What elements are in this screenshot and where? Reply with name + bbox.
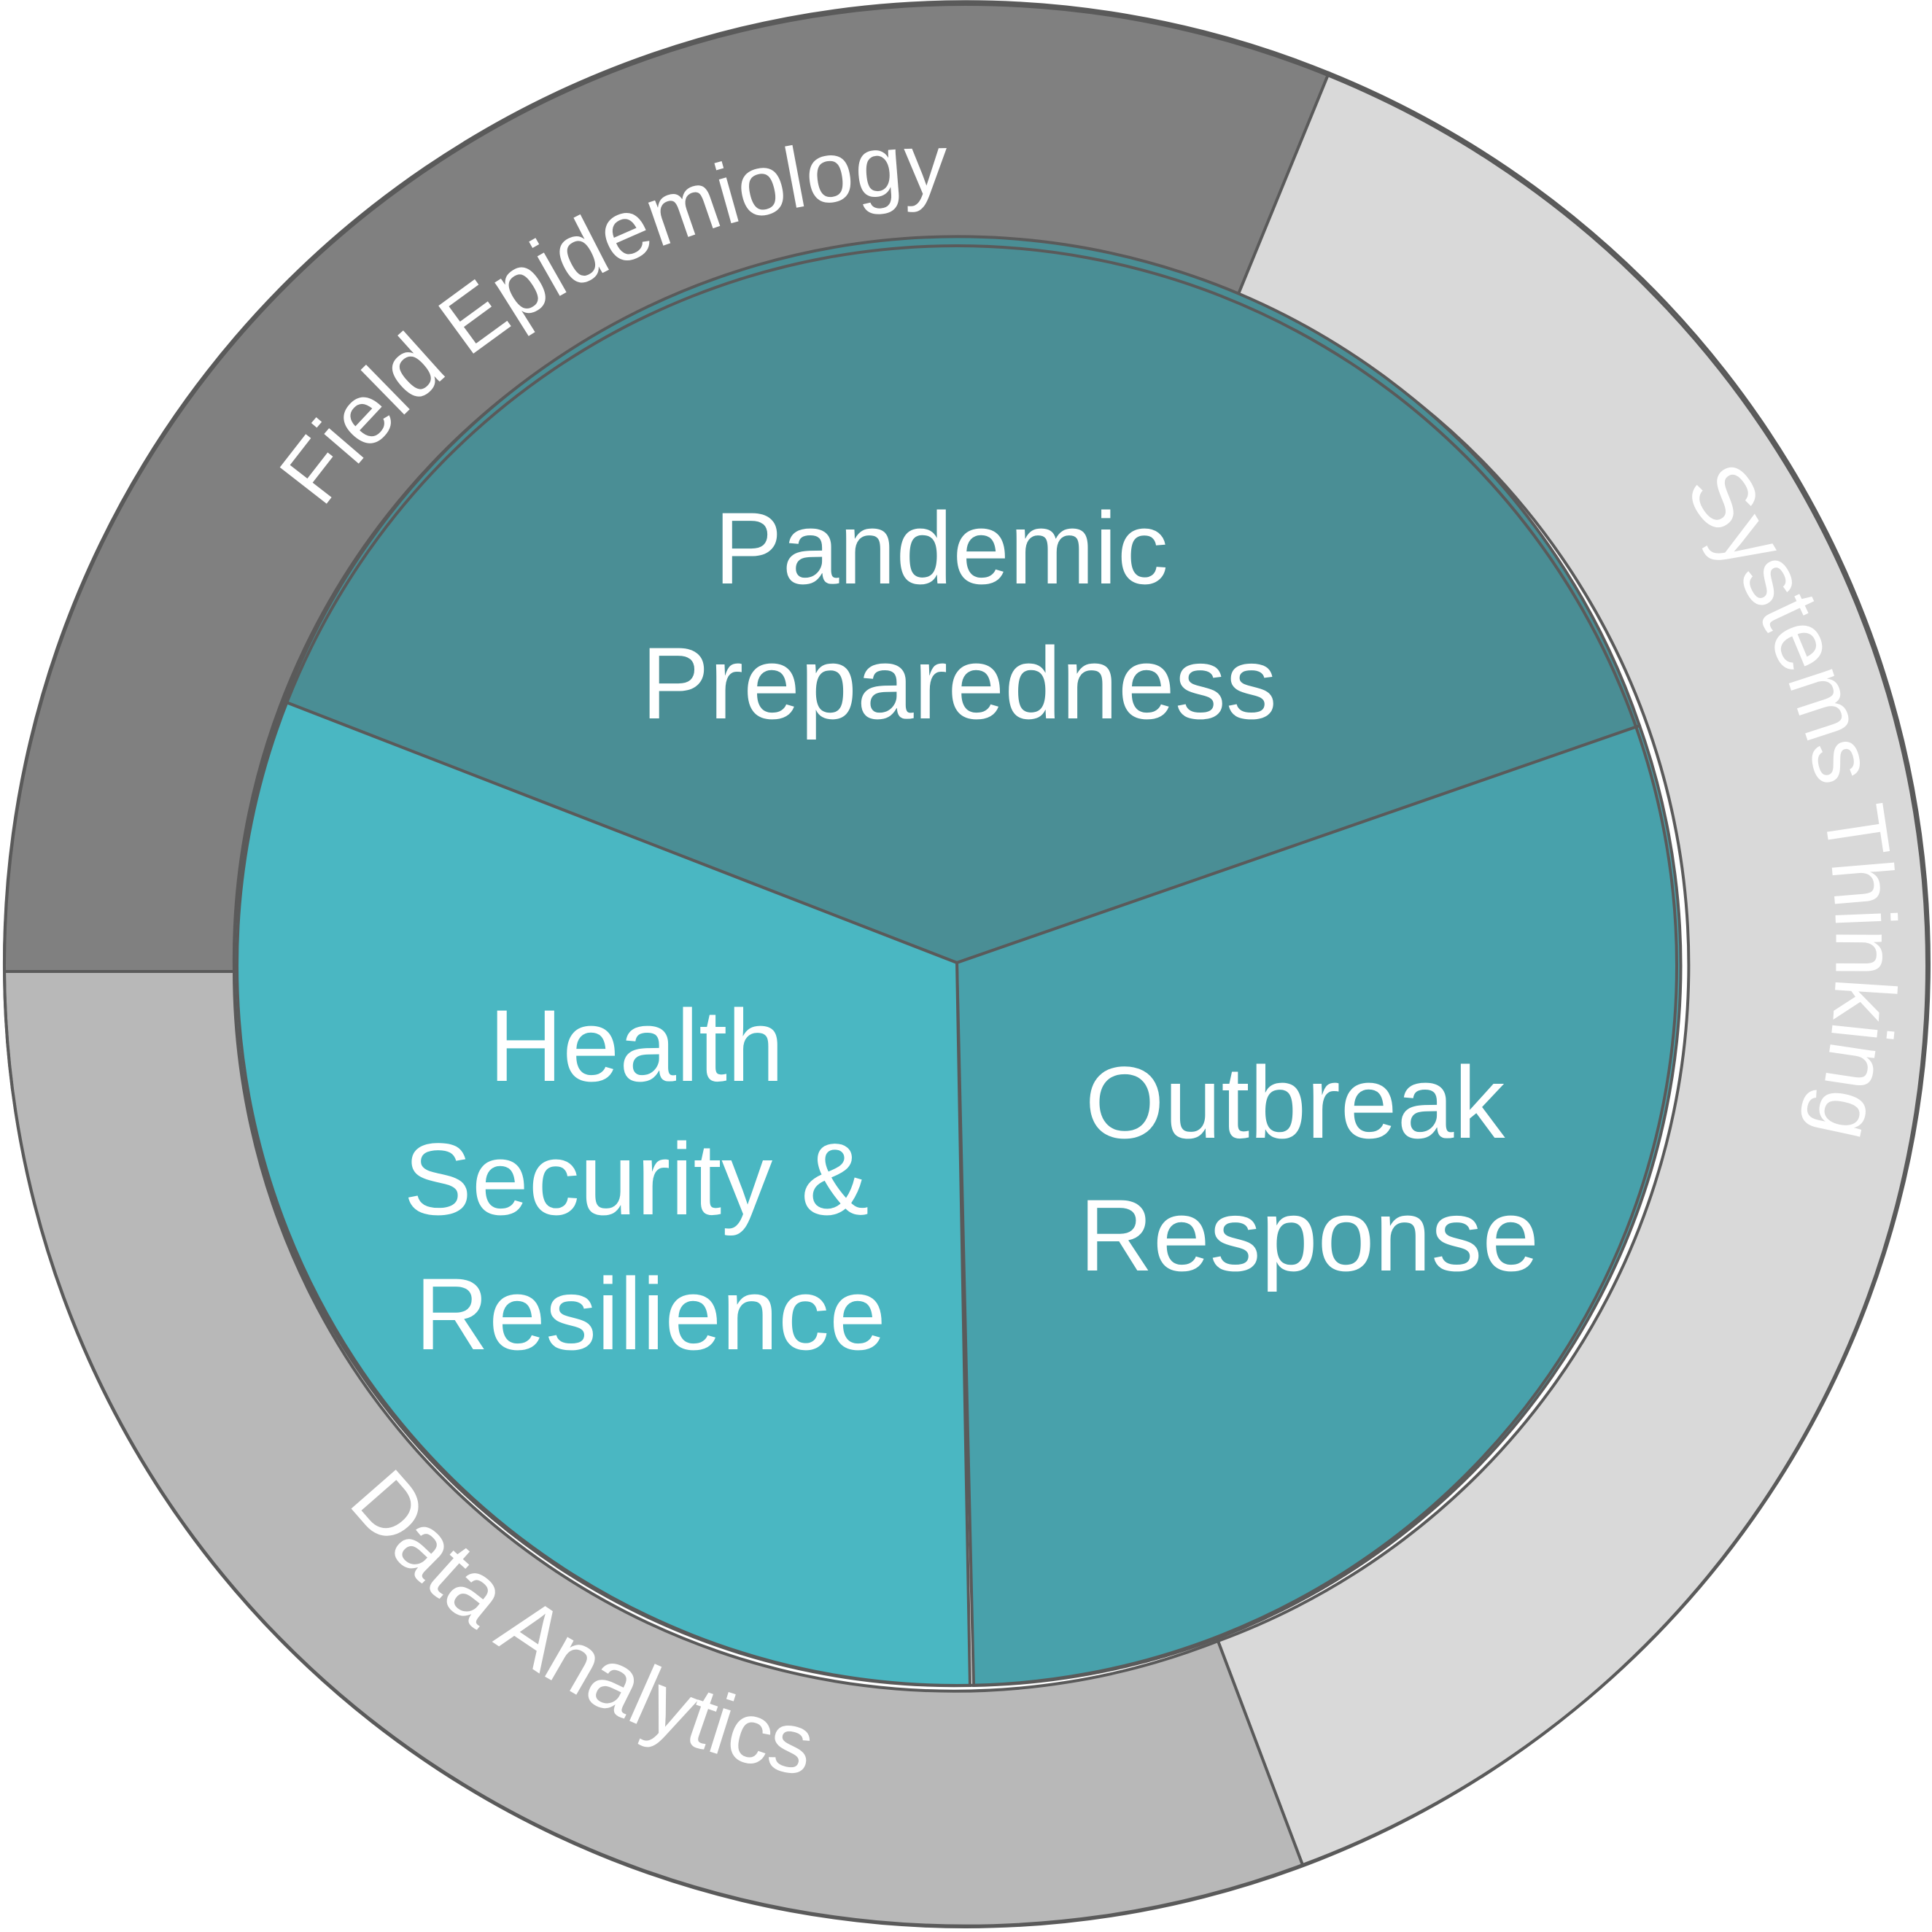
- outer-ring-border: [3, 3, 1928, 1928]
- label-health-security: Health Security & Resilience: [404, 988, 898, 1371]
- health-line-2: Security &: [404, 1122, 869, 1236]
- label-pandemic-preparedness: Pandemic Preparedness: [641, 491, 1277, 740]
- health-line-1: Health: [489, 988, 784, 1103]
- label-outbreak-response: Outbreak Response: [1079, 1045, 1539, 1292]
- pandemic-line-1: Pandemic: [714, 491, 1168, 605]
- core-segment-pandemic-preparedness: [282, 235, 1642, 965]
- inner-core: [233, 235, 1683, 1688]
- outbreak-line-2: Response: [1079, 1178, 1539, 1292]
- outbreak-line-1: Outbreak: [1085, 1045, 1506, 1160]
- health-line-3: Resilience: [415, 1257, 886, 1371]
- inner-core-border: [236, 244, 1678, 1687]
- pandemic-line-2: Preparedness: [641, 626, 1277, 740]
